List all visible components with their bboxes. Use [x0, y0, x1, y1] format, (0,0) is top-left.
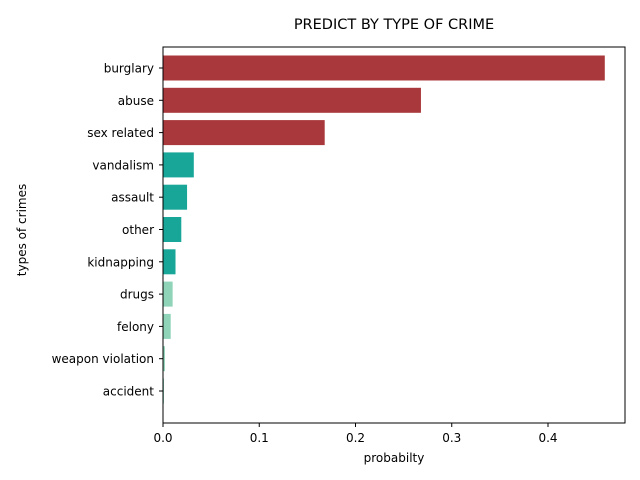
y-tick-label: kidnapping — [87, 255, 154, 269]
bar-assault — [163, 184, 188, 210]
y-axis-label: types of crimes — [15, 184, 29, 276]
x-tick-label: 0.4 — [538, 431, 557, 445]
bar-abuse — [163, 87, 421, 113]
x-axis-ticks: 0.0 0.1 0.2 0.3 0.4 — [153, 423, 558, 445]
bar-vandalism — [163, 152, 194, 178]
y-tick-label: abuse — [118, 94, 154, 108]
x-tick-label: 0.3 — [442, 431, 461, 445]
y-axis-ticks: burglary abuse sex related vandalism assault… — [52, 62, 163, 399]
y-tick-label: accident — [103, 385, 154, 399]
x-tick-label: 0.1 — [250, 431, 269, 445]
x-tick-label: 0.0 — [153, 431, 172, 445]
bar-other — [163, 217, 182, 242]
plot-frame — [162, 46, 626, 424]
y-tick-label: felony — [117, 320, 154, 334]
y-tick-label: assault — [111, 191, 154, 205]
bar-drugs — [163, 281, 173, 307]
bar-weapon-violation — [163, 346, 165, 372]
x-axis-label: probabilty — [364, 451, 425, 465]
bar-felony — [163, 313, 171, 339]
y-tick-label: burglary — [104, 62, 154, 76]
y-tick-label: sex related — [87, 126, 154, 140]
bar-kidnapping — [163, 249, 176, 275]
y-tick-label: weapon violation — [52, 352, 154, 366]
bar-sex-related — [163, 120, 325, 146]
y-tick-label: drugs — [120, 288, 154, 302]
bars-group — [163, 55, 605, 404]
chart-title: PREDICT BY TYPE OF CRIME — [294, 17, 494, 33]
y-tick-label: vandalism — [92, 158, 154, 172]
y-tick-label: other — [122, 223, 154, 237]
bar-burglary — [163, 55, 605, 81]
x-tick-label: 0.2 — [346, 431, 365, 445]
